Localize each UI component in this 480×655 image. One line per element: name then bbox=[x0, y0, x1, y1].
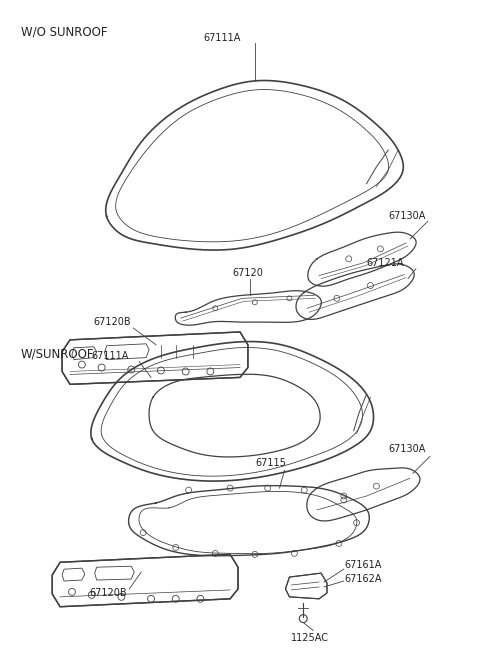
Text: 67162A: 67162A bbox=[345, 574, 382, 584]
Text: 67115: 67115 bbox=[256, 458, 287, 468]
Polygon shape bbox=[296, 264, 414, 320]
Text: 67130A: 67130A bbox=[388, 443, 426, 453]
Polygon shape bbox=[106, 81, 403, 250]
Text: 67111A: 67111A bbox=[92, 350, 129, 361]
Polygon shape bbox=[52, 554, 238, 607]
Text: 1125AC: 1125AC bbox=[291, 633, 329, 643]
Text: 67121A: 67121A bbox=[367, 258, 404, 268]
Polygon shape bbox=[175, 291, 321, 325]
Text: 67120B: 67120B bbox=[94, 317, 132, 327]
Text: 67161A: 67161A bbox=[345, 560, 382, 571]
Text: 67130A: 67130A bbox=[388, 212, 426, 221]
Polygon shape bbox=[286, 573, 327, 599]
Text: 67111A: 67111A bbox=[204, 33, 241, 43]
Text: W/SUNROOF: W/SUNROOF bbox=[21, 348, 94, 361]
Text: W/O SUNROOF: W/O SUNROOF bbox=[21, 26, 107, 39]
Polygon shape bbox=[129, 485, 369, 556]
Text: 67120B: 67120B bbox=[90, 588, 127, 598]
Polygon shape bbox=[62, 332, 248, 384]
Polygon shape bbox=[308, 232, 416, 286]
Polygon shape bbox=[91, 341, 373, 481]
Text: 67120: 67120 bbox=[232, 268, 263, 278]
Polygon shape bbox=[307, 468, 420, 521]
